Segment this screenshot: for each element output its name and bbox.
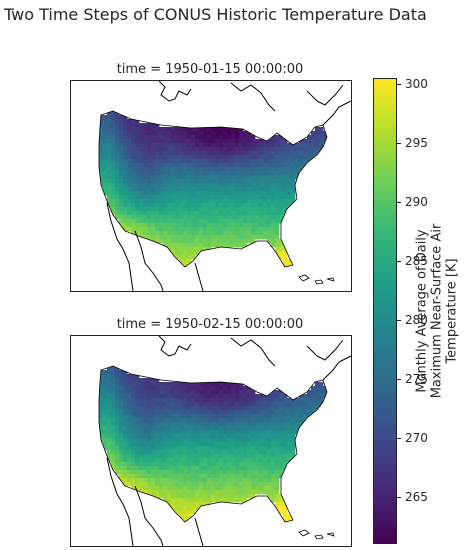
colorbar-tick-mark <box>397 142 401 144</box>
panel-title-1: time = 1950-01-15 00:00:00 <box>116 62 304 77</box>
canada-coastline <box>158 336 351 381</box>
colorbar-tick-mark <box>397 378 401 380</box>
colorbar-tick-mark <box>397 260 401 262</box>
colorbar-tick-mark <box>397 83 401 85</box>
colorbar-tick-mark <box>397 201 401 203</box>
colorbar-tick-label: 275 <box>405 371 428 386</box>
mexico-coastline <box>106 202 204 291</box>
caribbean-islands <box>298 274 335 285</box>
colorbar-label-line-2: Maximum Near-Surface Air <box>429 223 445 399</box>
map-panel-1 <box>70 80 352 292</box>
map-panel-2 <box>70 335 352 547</box>
colorbar-label-line-1: Monthly Average of Daily <box>414 229 430 393</box>
colorbar-tick-label: 300 <box>405 76 428 91</box>
us-coastline <box>98 365 328 523</box>
canada-coastline <box>158 81 351 126</box>
figure-title: Two Time Steps of CONUS Historic Tempera… <box>4 5 427 24</box>
colorbar-tick-label: 265 <box>405 489 428 504</box>
us-coastline <box>98 110 328 268</box>
temperature-map-2 <box>98 336 351 546</box>
caribbean-islands <box>298 529 335 540</box>
colorbar-tick-label: 270 <box>405 430 428 445</box>
temperature-field <box>99 366 327 522</box>
colorbar-tick-label: 280 <box>405 312 428 327</box>
colorbar-label-line-3: Temperature [K] <box>444 258 460 364</box>
panel-title-2: time = 1950-02-15 00:00:00 <box>116 317 304 332</box>
temperature-map-1 <box>98 81 351 291</box>
colorbar-tick-mark <box>397 319 401 321</box>
temperature-field <box>99 111 327 267</box>
colorbar-tick-mark <box>397 437 401 439</box>
colorbar-tick-label: 290 <box>405 194 428 209</box>
colorbar <box>373 78 397 544</box>
colorbar-tick-mark <box>397 496 401 498</box>
mexico-coastline <box>106 457 204 546</box>
colorbar-tick-label: 285 <box>405 253 428 268</box>
colorbar-tick-label: 295 <box>405 135 428 150</box>
